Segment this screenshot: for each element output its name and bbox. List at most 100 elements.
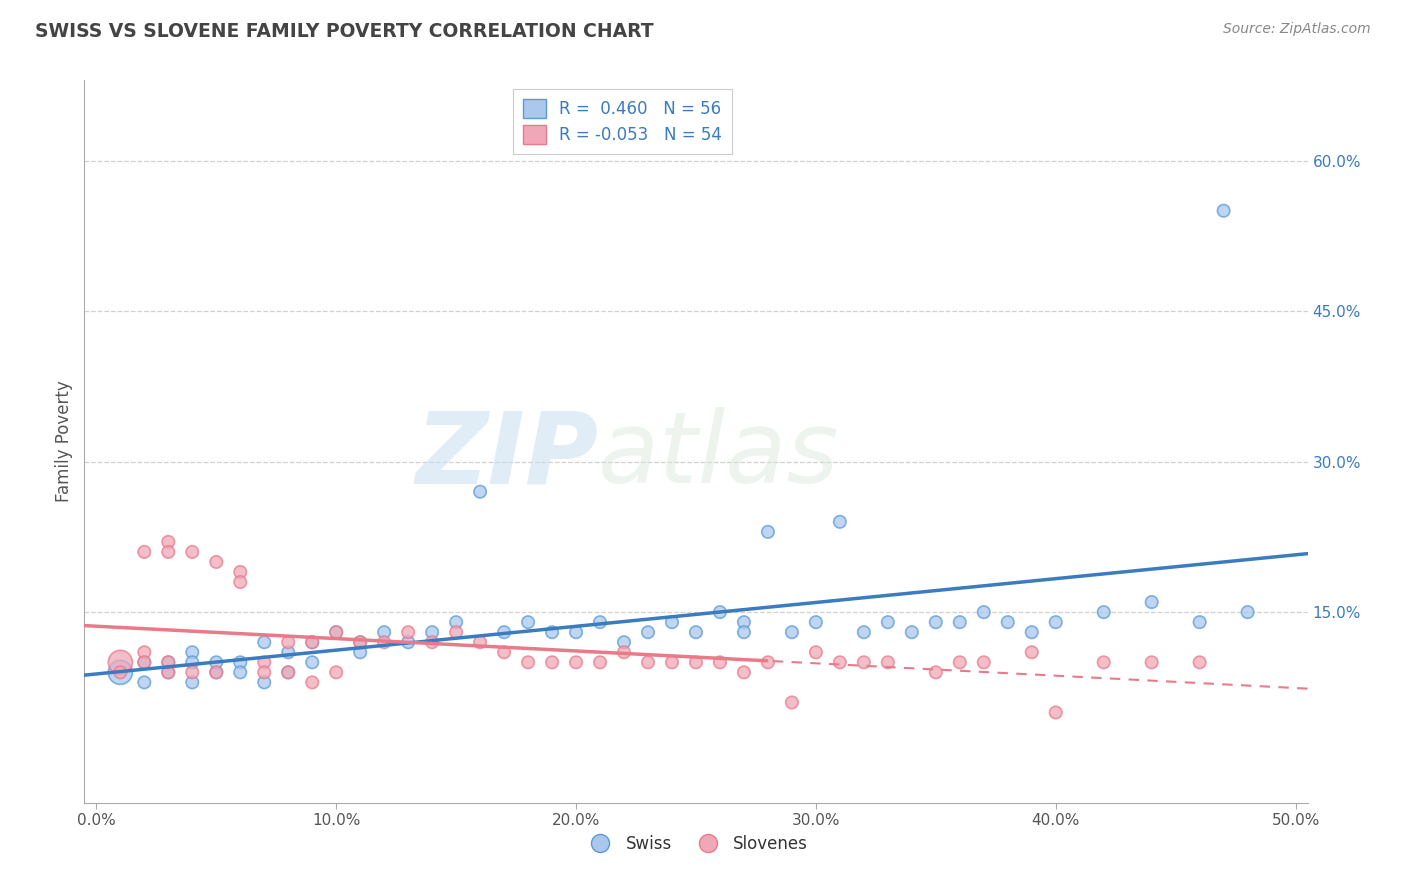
- Point: [1140, 655, 1163, 669]
- Point: [804, 645, 827, 659]
- Point: [973, 605, 995, 619]
- Point: [349, 635, 371, 649]
- Point: [134, 545, 156, 559]
- Point: [157, 535, 180, 549]
- Point: [925, 665, 948, 680]
- Point: [876, 615, 898, 630]
- Point: [420, 635, 443, 649]
- Point: [973, 655, 995, 669]
- Point: [277, 645, 299, 659]
- Point: [1021, 625, 1043, 640]
- Point: [1140, 595, 1163, 609]
- Point: [780, 696, 803, 710]
- Point: [325, 665, 347, 680]
- Point: [205, 665, 228, 680]
- Point: [733, 625, 755, 640]
- Point: [349, 645, 371, 659]
- Point: [925, 615, 948, 630]
- Point: [253, 655, 276, 669]
- Point: [661, 655, 683, 669]
- Point: [1092, 605, 1115, 619]
- Point: [157, 545, 180, 559]
- Point: [541, 625, 564, 640]
- Point: [110, 665, 132, 680]
- Legend: Swiss, Slovenes: Swiss, Slovenes: [576, 828, 815, 860]
- Point: [181, 655, 204, 669]
- Point: [134, 655, 156, 669]
- Point: [828, 655, 851, 669]
- Point: [949, 655, 972, 669]
- Point: [253, 675, 276, 690]
- Point: [541, 655, 564, 669]
- Point: [444, 625, 467, 640]
- Point: [852, 625, 875, 640]
- Point: [733, 665, 755, 680]
- Point: [565, 655, 588, 669]
- Point: [613, 635, 636, 649]
- Point: [804, 615, 827, 630]
- Point: [780, 625, 803, 640]
- Point: [181, 545, 204, 559]
- Point: [756, 524, 779, 539]
- Point: [1212, 203, 1234, 218]
- Point: [949, 615, 972, 630]
- Point: [396, 635, 419, 649]
- Point: [325, 625, 347, 640]
- Point: [685, 625, 707, 640]
- Text: Source: ZipAtlas.com: Source: ZipAtlas.com: [1223, 22, 1371, 37]
- Point: [468, 484, 491, 499]
- Point: [277, 635, 299, 649]
- Point: [157, 655, 180, 669]
- Point: [517, 655, 540, 669]
- Point: [253, 665, 276, 680]
- Point: [157, 665, 180, 680]
- Point: [685, 655, 707, 669]
- Point: [756, 655, 779, 669]
- Point: [373, 625, 395, 640]
- Point: [205, 655, 228, 669]
- Point: [901, 625, 924, 640]
- Point: [1045, 706, 1067, 720]
- Point: [253, 635, 276, 649]
- Point: [229, 575, 252, 590]
- Point: [134, 645, 156, 659]
- Point: [709, 655, 731, 669]
- Point: [325, 625, 347, 640]
- Point: [997, 615, 1019, 630]
- Point: [420, 625, 443, 640]
- Point: [396, 625, 419, 640]
- Text: ZIP: ZIP: [415, 408, 598, 505]
- Point: [733, 615, 755, 630]
- Point: [301, 635, 323, 649]
- Point: [828, 515, 851, 529]
- Point: [637, 625, 659, 640]
- Point: [349, 635, 371, 649]
- Point: [1092, 655, 1115, 669]
- Point: [301, 655, 323, 669]
- Point: [444, 615, 467, 630]
- Point: [373, 635, 395, 649]
- Point: [134, 655, 156, 669]
- Point: [1236, 605, 1258, 619]
- Point: [301, 635, 323, 649]
- Point: [852, 655, 875, 669]
- Text: SWISS VS SLOVENE FAMILY POVERTY CORRELATION CHART: SWISS VS SLOVENE FAMILY POVERTY CORRELAT…: [35, 22, 654, 41]
- Point: [301, 675, 323, 690]
- Point: [181, 665, 204, 680]
- Point: [134, 675, 156, 690]
- Point: [468, 635, 491, 649]
- Point: [181, 645, 204, 659]
- Point: [1188, 655, 1211, 669]
- Point: [565, 625, 588, 640]
- Point: [277, 665, 299, 680]
- Point: [589, 655, 612, 669]
- Point: [229, 665, 252, 680]
- Point: [205, 555, 228, 569]
- Point: [517, 615, 540, 630]
- Y-axis label: Family Poverty: Family Poverty: [55, 381, 73, 502]
- Point: [205, 665, 228, 680]
- Point: [110, 665, 132, 680]
- Point: [661, 615, 683, 630]
- Point: [181, 675, 204, 690]
- Point: [229, 565, 252, 579]
